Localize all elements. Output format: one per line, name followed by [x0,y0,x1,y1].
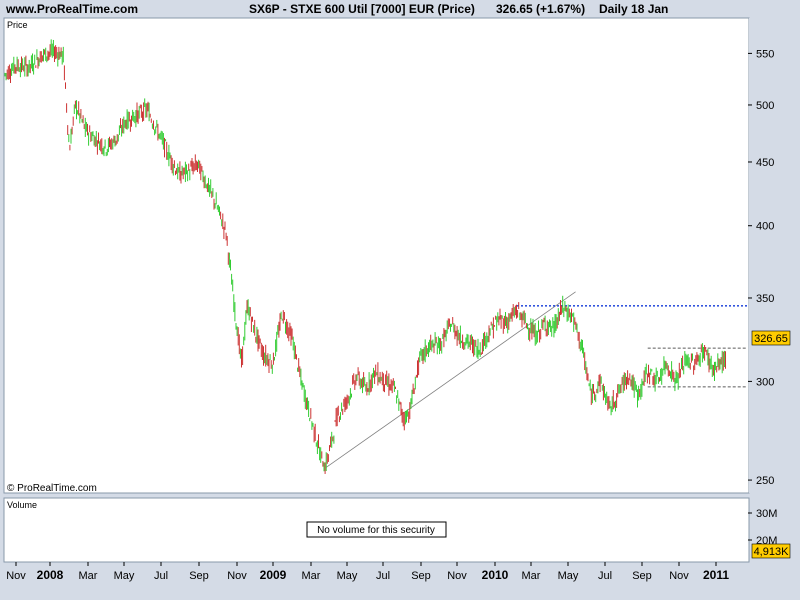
volume-panel-label: Volume [7,500,37,510]
last-volume-badge: 4,913K [751,543,791,559]
y-tick-label: 550 [756,48,774,60]
x-tick-label: 2009 [260,568,287,582]
x-tick-label: 2008 [37,568,64,582]
x-tick-label: Mar [522,570,541,582]
y-tick-label: 250 [756,475,774,487]
x-tick-label: 2011 [703,568,729,582]
y-tick-label: 500 [756,100,774,112]
x-tick-label: Jul [376,570,390,582]
x-tick-label: Nov [669,570,689,582]
svg-text:326.65: 326.65 [754,333,788,345]
x-tick-label: Sep [411,570,431,582]
price-panel [3,17,750,494]
site-link[interactable]: www.ProRealTime.com [6,2,139,16]
no-volume-message: No volume for this security [306,521,447,538]
volume-tick-label: 30M [756,508,777,520]
last-price-badge: 326.65 [751,330,791,346]
chart-header: www.ProRealTime.com SX6P - STXE 600 Util… [0,0,800,18]
x-tick-label: Jul [154,570,168,582]
x-tick-label: 2010 [482,568,509,582]
x-tick-label: Sep [632,570,652,582]
x-tick-label: Jul [598,570,612,582]
y-tick-label: 400 [756,221,774,233]
x-tick-label: May [337,570,358,582]
instrument-title: SX6P - STXE 600 Util [7000] EUR (Price) [249,2,475,16]
x-tick-label: Nov [227,570,247,582]
x-tick-label: Mar [302,570,321,582]
x-tick-label: May [114,570,135,582]
last-price-change: 326.65 (+1.67%) [496,2,586,16]
y-tick-label: 350 [756,293,774,305]
x-tick-label: May [558,570,579,582]
y-tick-label: 450 [756,157,774,169]
x-tick-label: Sep [189,570,209,582]
price-axis-bg [749,18,800,493]
svg-text:4,913K: 4,913K [754,546,790,558]
period-label: Daily 18 Jan [599,2,669,16]
y-tick-label: 300 [756,376,774,388]
svg-text:No volume for this security: No volume for this security [317,525,435,536]
copyright-label: © ProRealTime.com [7,483,97,494]
price-panel-label: Price [7,20,28,30]
x-tick-label: Nov [6,570,26,582]
trendline [326,291,576,468]
x-tick-label: Mar [79,570,98,582]
x-tick-label: Nov [447,570,467,582]
